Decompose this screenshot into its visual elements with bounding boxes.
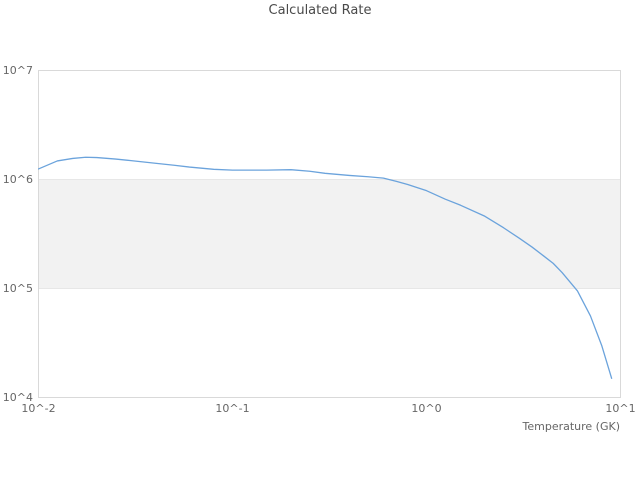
chart-title: Calculated Rate xyxy=(268,3,372,18)
x-tick-label-10^-1: 10^-1 xyxy=(215,402,250,415)
rate-series-line xyxy=(38,156,613,379)
y-tick-label-10^6: 10^6 xyxy=(2,172,33,186)
y-tick-label-10^4: 10^4 xyxy=(2,390,33,404)
x-tick-label-10^0: 10^0 xyxy=(411,402,442,415)
y-tick-label-10^7: 10^7 xyxy=(2,63,33,77)
shaded-band xyxy=(38,179,621,289)
x-axis-title: Temperature (GK) xyxy=(522,420,621,433)
plot-border xyxy=(38,70,621,398)
plot-canvas xyxy=(38,70,621,398)
y-tick-label-10^5: 10^5 xyxy=(2,281,33,295)
x-tick-label-10^-2: 10^-2 xyxy=(21,402,56,415)
x-tick-label-10^1: 10^1 xyxy=(605,402,636,415)
